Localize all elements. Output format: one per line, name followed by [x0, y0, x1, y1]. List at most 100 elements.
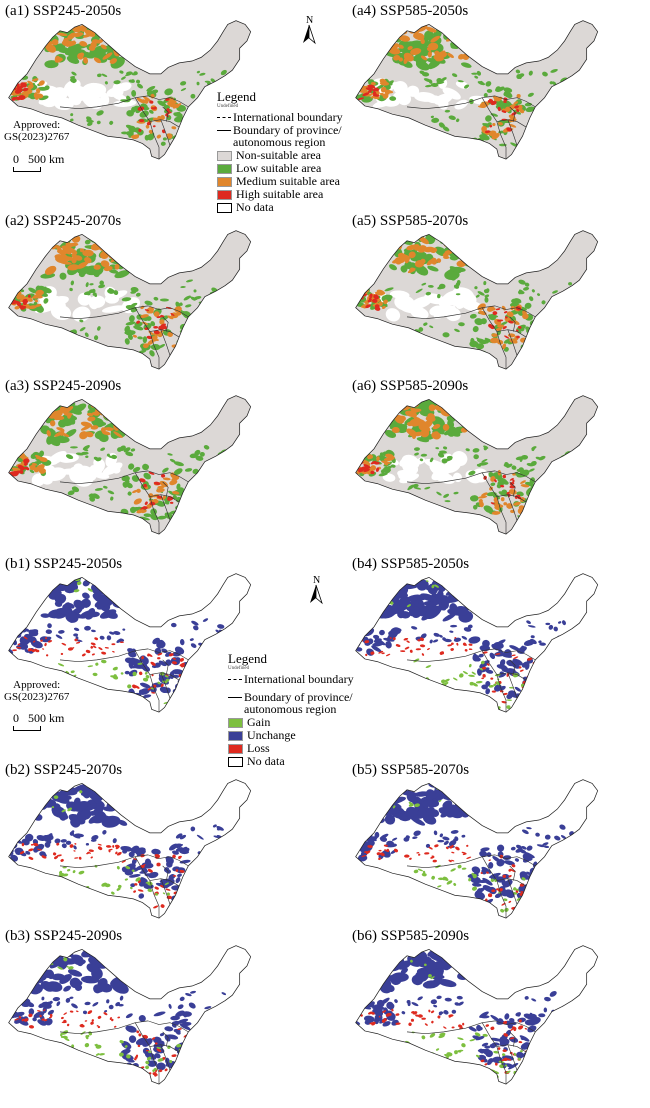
map-cell — [453, 637, 462, 642]
map-cell — [501, 654, 513, 658]
map-cell — [21, 1018, 25, 1022]
map-cell — [63, 412, 73, 416]
map-cell — [389, 96, 397, 101]
map-cell — [178, 684, 184, 689]
map-cell — [388, 264, 397, 271]
map-shape — [509, 106, 516, 122]
map-cell — [167, 453, 173, 456]
map-cell — [451, 241, 463, 251]
scale-zero: 0 — [13, 711, 19, 725]
map-cell — [67, 602, 75, 609]
map-cell — [112, 650, 115, 653]
map-cell — [394, 580, 398, 585]
map-cell — [142, 694, 152, 698]
map-cell — [457, 80, 464, 83]
map-cell — [117, 447, 123, 452]
map-cell — [490, 502, 495, 505]
map-cell — [530, 903, 536, 907]
map-cell — [481, 660, 485, 665]
map-cell — [552, 290, 558, 294]
map-cell — [453, 398, 464, 406]
map-cell — [180, 81, 187, 86]
map-cell — [416, 24, 428, 32]
map-cell — [220, 295, 228, 300]
map-cell — [171, 476, 179, 482]
map-cell — [105, 845, 112, 848]
map-cell — [513, 892, 518, 895]
map-cell — [424, 486, 431, 490]
map-cell — [94, 637, 99, 641]
map-cell — [444, 500, 451, 503]
map-cell — [483, 280, 487, 286]
map-cell — [376, 456, 380, 462]
map-cell — [139, 516, 150, 521]
map-cell — [111, 947, 123, 959]
map-cell — [161, 474, 166, 478]
map-cell — [66, 55, 80, 64]
map-cell — [462, 853, 467, 856]
map-cell — [45, 407, 52, 413]
map-cell — [524, 908, 528, 912]
map-cell — [515, 1012, 521, 1017]
map-cell — [184, 468, 193, 472]
map-cell — [369, 293, 373, 299]
map-cell — [425, 580, 429, 582]
map-cell — [502, 1020, 508, 1025]
map-cell — [42, 648, 45, 650]
map-cell — [468, 643, 473, 646]
map-cell — [73, 32, 84, 37]
map-cell — [416, 579, 429, 591]
map-cell — [508, 875, 512, 878]
map-cell — [468, 1026, 477, 1032]
map-cell — [504, 907, 509, 912]
map-cell — [531, 289, 535, 293]
map-cell — [60, 432, 70, 437]
map-cell — [528, 70, 533, 76]
map-cell — [442, 836, 450, 841]
suitability-map — [8, 230, 252, 370]
map-cell — [377, 576, 393, 586]
map-cell — [184, 1051, 191, 1057]
map-cell — [437, 452, 445, 458]
map-cell — [130, 664, 142, 669]
legend-item-high-suitable: High suitable area — [217, 188, 343, 200]
panel-title: (a6) SSP585-2090s — [352, 378, 469, 394]
map-cell — [93, 335, 99, 341]
map-cell — [164, 114, 169, 118]
map-cell — [155, 892, 159, 896]
map-cell — [45, 637, 48, 640]
map-cell — [95, 662, 99, 666]
map-cell — [400, 650, 406, 652]
map-cell — [154, 662, 161, 668]
map-cell — [101, 651, 107, 655]
map-cell — [530, 635, 535, 639]
map-cell — [151, 1037, 156, 1040]
map-cell — [459, 673, 464, 678]
map-cell — [77, 292, 92, 306]
map-cell — [427, 265, 439, 272]
map-cell — [165, 856, 174, 865]
map-cell — [179, 684, 192, 692]
map-cell — [144, 501, 148, 506]
map-cell — [71, 71, 77, 76]
map-cell — [87, 1010, 93, 1015]
map-cell — [417, 1014, 423, 1018]
map-cell — [177, 1018, 189, 1024]
map-cell — [365, 304, 371, 309]
map-cell — [485, 688, 491, 695]
map-cell — [149, 501, 156, 506]
map-cell — [492, 856, 502, 863]
map-cell — [513, 887, 517, 891]
map-cell — [471, 882, 482, 887]
map-cell — [38, 80, 45, 86]
map-cell — [535, 832, 540, 837]
map-cell — [495, 876, 503, 883]
map-cell — [494, 1062, 498, 1066]
map-panel-a2: (a2) SSP245-2070s — [5, 213, 325, 393]
map-cell — [491, 889, 496, 893]
map-panel-a3: (a3) SSP245-2090s — [5, 378, 325, 558]
map-cell — [443, 840, 449, 845]
map-cell — [494, 704, 497, 707]
map-cell — [171, 622, 177, 628]
map-panel-b6: (b6) SSP585-2090s — [352, 928, 650, 1108]
